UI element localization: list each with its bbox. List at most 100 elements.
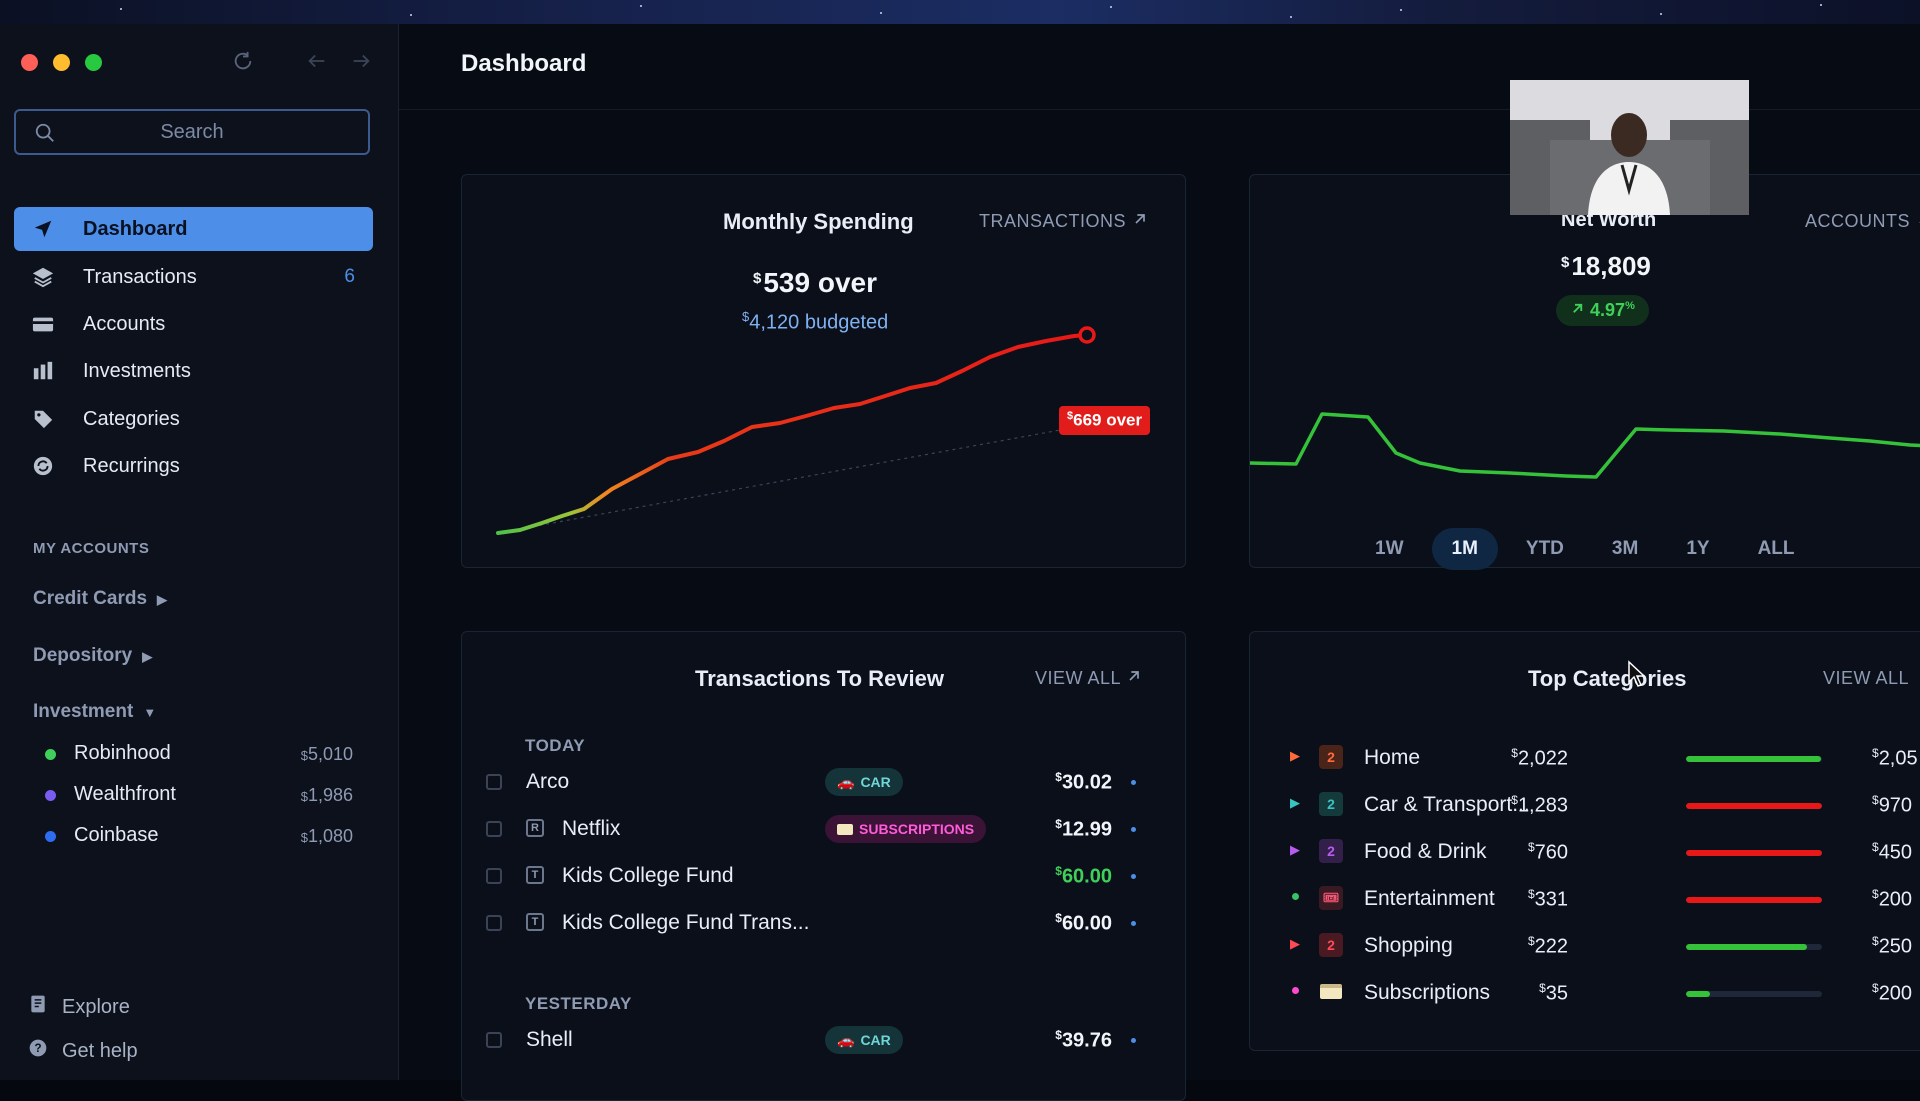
refresh-icon[interactable]: [232, 50, 254, 78]
category-name: Food & Drink: [1364, 840, 1487, 863]
page-title: Dashboard: [461, 50, 587, 77]
view-all-categories-link[interactable]: VIEW ALL: [1823, 668, 1909, 689]
category-tag[interactable]: 🚗 CAR: [825, 1026, 903, 1054]
transaction-row[interactable]: Shell 🚗 CAR $39.76: [462, 1020, 1176, 1060]
time-range-selector: 1W 1M YTD 3M 1Y ALL: [1355, 528, 1823, 570]
sidebar-item-label: Recurrings: [83, 454, 180, 477]
navigation-arrow-icon: [32, 218, 54, 240]
sidebar-item-investments[interactable]: Investments: [14, 349, 373, 393]
account-coinbase[interactable]: Coinbase $1,080: [45, 821, 353, 851]
select-checkbox[interactable]: [486, 868, 502, 884]
range-tab-1w[interactable]: 1W: [1375, 538, 1404, 559]
accounts-link[interactable]: ACCOUNTS: [1805, 211, 1920, 232]
category-name: Subscriptions: [1364, 981, 1491, 1004]
range-tab-1m[interactable]: 1M: [1431, 528, 1498, 570]
group-depository[interactable]: Depository ▶: [33, 645, 152, 667]
search-input[interactable]: Search: [14, 109, 370, 155]
recurring-marker-icon: R: [526, 819, 544, 837]
transaction-row[interactable]: T Kids College Fund $60.00: [462, 856, 1176, 896]
transfer-marker-icon: T: [526, 866, 544, 884]
budgeted-amount: $4,120 budgeted: [742, 309, 889, 334]
sidebar-item-dashboard[interactable]: Dashboard: [14, 207, 373, 251]
expand-triangle-icon[interactable]: ▶: [1290, 795, 1300, 810]
sidebar-item-label: Accounts: [83, 312, 166, 335]
group-label: Depository: [33, 645, 133, 666]
unreviewed-dot: [1131, 874, 1136, 879]
category-badge: 2: [1319, 933, 1343, 957]
expand-triangle-icon[interactable]: ▶: [1290, 748, 1300, 763]
category-spent: $35: [1539, 981, 1568, 1005]
transaction-name: Arco: [526, 770, 570, 793]
minimize-window-button[interactable]: [53, 54, 70, 71]
select-checkbox[interactable]: [486, 1032, 502, 1048]
category-budget: $200: [1872, 981, 1913, 1005]
svg-text:?: ?: [34, 1042, 41, 1055]
range-tab-3m[interactable]: 3M: [1611, 538, 1639, 559]
desktop-wallpaper-strip: [0, 0, 1920, 24]
category-progress-bar: [1686, 944, 1822, 950]
back-arrow-icon[interactable]: [306, 50, 328, 78]
transaction-amount: $60.00: [1055, 911, 1112, 935]
select-checkbox[interactable]: [486, 915, 502, 931]
forward-arrow-icon[interactable]: [350, 50, 372, 78]
layers-icon: [32, 266, 54, 288]
sidebar-item-transactions[interactable]: Transactions 6: [14, 255, 373, 299]
group-credit-cards[interactable]: Credit Cards ▶: [33, 588, 167, 610]
help-icon: ?: [28, 1038, 48, 1064]
explore-label: Explore: [62, 995, 130, 1018]
status-dot: [45, 790, 56, 801]
range-tab-all[interactable]: ALL: [1757, 538, 1795, 559]
transaction-row[interactable]: Arco 🚗 CAR $30.02: [462, 762, 1176, 802]
progress-fill: [1686, 850, 1822, 856]
account-balance: $5,010: [300, 744, 353, 764]
explore-link[interactable]: Explore: [28, 994, 130, 1020]
category-badge: 2: [1319, 839, 1343, 863]
group-investment[interactable]: Investment ▼: [33, 701, 156, 723]
sidebar-item-label: Categories: [83, 407, 180, 430]
category-tag[interactable]: 🚗 CAR: [825, 768, 903, 796]
sidebar-item-label: Dashboard: [83, 217, 188, 240]
card-title: Transactions To Review: [695, 666, 945, 691]
range-tab-1y[interactable]: 1Y: [1686, 538, 1710, 559]
sidebar-item-accounts[interactable]: Accounts: [14, 302, 373, 346]
view-all-transactions-link[interactable]: VIEW ALL: [1035, 668, 1142, 689]
car-icon: 🚗: [837, 1031, 855, 1048]
select-checkbox[interactable]: [486, 821, 502, 837]
close-window-button[interactable]: [21, 54, 38, 71]
sidebar-item-label: Transactions: [83, 265, 197, 288]
spending-trend-chart: [496, 326, 1143, 535]
get-help-link[interactable]: ? Get help: [28, 1038, 138, 1064]
transaction-name: Netflix: [562, 817, 621, 840]
group-label: Credit Cards: [33, 588, 148, 609]
category-progress-bar: [1686, 756, 1822, 762]
sidebar-item-recurrings[interactable]: Recurrings: [14, 444, 373, 488]
progress-fill: [1686, 756, 1821, 762]
category-spent: $1,283: [1511, 793, 1568, 817]
card-icon: [1319, 980, 1343, 1004]
account-robinhood[interactable]: Robinhood $5,010: [45, 739, 353, 769]
category-row-home[interactable]: ▶ 2 Home $2,022 $2,05: [1250, 738, 1920, 778]
category-row-car-transport[interactable]: ▶ 2 Car & Transport... $1,283 $970: [1250, 785, 1920, 825]
sidebar: Search Dashboard Transactions 6 Accounts: [0, 24, 399, 1080]
expand-triangle-icon[interactable]: ▶: [1290, 936, 1300, 951]
zoom-window-button[interactable]: [85, 54, 102, 71]
category-row-entertainment[interactable]: 🎟 Entertainment $331 $200: [1250, 879, 1920, 919]
category-row-shopping[interactable]: ▶ 2 Shopping $222 $250: [1250, 926, 1920, 966]
category-row-food-drink[interactable]: ▶ 2 Food & Drink $760 $450: [1250, 832, 1920, 872]
category-progress-bar: [1686, 897, 1822, 903]
transaction-row[interactable]: R Netflix SUBSCRIPTIONS $12.99: [462, 809, 1176, 849]
select-checkbox[interactable]: [486, 774, 502, 790]
sidebar-item-categories[interactable]: Categories: [14, 397, 373, 441]
category-progress-bar: [1686, 850, 1822, 856]
category-row-subscriptions[interactable]: Subscriptions $35 $200: [1250, 973, 1920, 1013]
card-title: Top Categories: [1528, 666, 1687, 691]
range-tab-ytd[interactable]: YTD: [1525, 538, 1564, 559]
transactions-link[interactable]: TRANSACTIONS: [979, 211, 1148, 232]
transactions-count-badge: 6: [344, 266, 355, 287]
expand-triangle-icon[interactable]: ▶: [1290, 842, 1300, 857]
category-tag[interactable]: SUBSCRIPTIONS: [825, 815, 987, 843]
mouse-cursor: [1627, 660, 1647, 693]
account-wealthfront[interactable]: Wealthfront $1,986: [45, 780, 353, 810]
tag-icon: [32, 408, 54, 430]
transaction-row[interactable]: T Kids College Fund Trans... $60.00: [462, 903, 1176, 943]
